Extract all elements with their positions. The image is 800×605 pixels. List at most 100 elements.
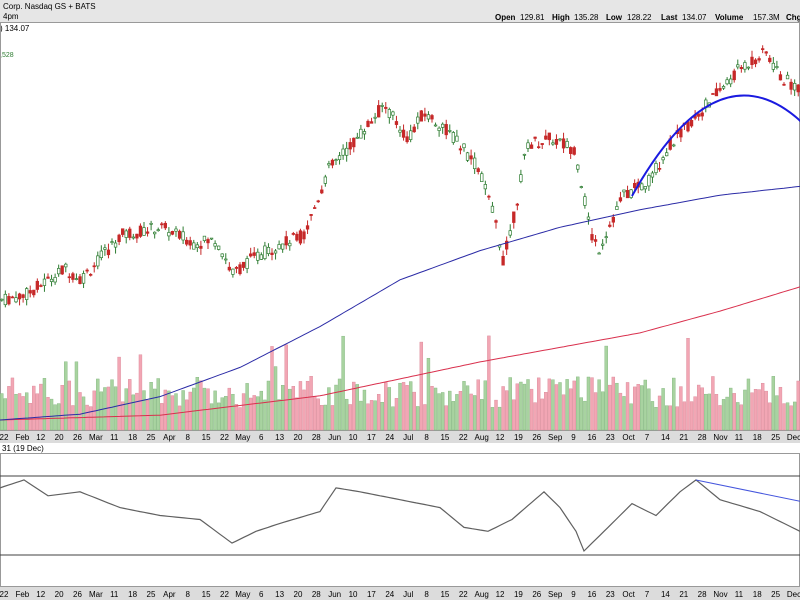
volume-bar: [615, 382, 619, 431]
volume-bar: [515, 383, 520, 431]
candle: [369, 117, 374, 124]
date-tick-label: 22: [0, 433, 9, 442]
date-tick-label: 18: [128, 433, 137, 442]
candle: [771, 57, 775, 73]
candle: [327, 160, 331, 169]
date-tick-label: 18: [753, 590, 762, 599]
candle: [220, 253, 224, 260]
volume-bar: [565, 379, 569, 431]
volume-bar: [423, 404, 427, 431]
indicator-line: [0, 479, 800, 553]
date-tick-label: 12: [496, 590, 505, 599]
volume-bar: [593, 392, 598, 431]
volume-bar: [611, 376, 616, 431]
candle: [273, 248, 278, 260]
volume-bar: [465, 385, 470, 431]
volume-bar: [323, 404, 328, 431]
volume-bar: [632, 386, 637, 431]
last-value: 134.07: [682, 13, 707, 22]
volume-bar: [750, 392, 754, 431]
volume-bar: [337, 378, 342, 431]
date-axis: [0, 431, 800, 443]
candle: [234, 266, 239, 274]
candle: [117, 233, 121, 246]
candle: [103, 244, 107, 256]
volume-bar: [636, 384, 640, 431]
candle: [195, 242, 199, 253]
volume-bar: [462, 381, 466, 431]
volume-bar: [117, 356, 121, 431]
candle: [67, 273, 71, 283]
candle: [412, 124, 416, 133]
volume-bar: [689, 401, 694, 431]
date-tick-label: Mar: [89, 433, 103, 442]
volume-bar: [547, 378, 552, 431]
last-label: Last: [661, 13, 678, 22]
volume-bar: [295, 397, 299, 431]
time-line: 4pm: [3, 12, 19, 21]
volume-bar: [792, 401, 797, 431]
volume-bar: [448, 390, 452, 431]
candle: [697, 113, 701, 121]
volume-bar: [24, 392, 29, 431]
volume-bar: [554, 384, 559, 431]
volume-bar: [576, 376, 580, 431]
bottom-date-axis-ticks: 22 Feb 12 20 26 Mar 11 18 25 Apr 8 15 22 May 6 13 20 28 Ju…: [0, 590, 800, 599]
candle: [764, 51, 768, 57]
candle: [465, 151, 470, 163]
volume-bar: [209, 403, 214, 431]
symbol-line: Corp. Nasdaq GS + BATS: [3, 2, 96, 11]
candle: [281, 243, 285, 253]
volume-bar: [675, 406, 680, 431]
volume-bar: [561, 394, 566, 431]
candle: [359, 124, 363, 139]
volume-bar: [672, 377, 676, 431]
candle: [547, 132, 551, 146]
date-tick-label: 8: [424, 433, 429, 442]
volume-bar: [721, 399, 726, 431]
candle: [380, 102, 384, 113]
volume-bar: [181, 390, 185, 431]
volume-bar: [743, 389, 747, 431]
date-tick-label: Jul: [403, 590, 413, 599]
date-tick-label: 23: [606, 433, 615, 442]
price-tag: ) 134.07: [0, 24, 30, 33]
candle: [217, 245, 221, 251]
candle: [704, 97, 708, 113]
date-tick-label: 26: [73, 590, 82, 599]
volume-bar: [419, 341, 424, 431]
candle: [426, 111, 431, 123]
candle: [689, 117, 694, 128]
candle: [611, 214, 615, 228]
candle: [7, 293, 11, 306]
candle: [270, 248, 274, 261]
volume-bar: [291, 386, 296, 431]
candle: [256, 248, 260, 265]
candle: [156, 227, 160, 232]
candle: [64, 262, 68, 273]
volume-bar: [412, 391, 416, 431]
volume-bar: [280, 385, 285, 431]
volume-bar: [362, 389, 367, 431]
volume-bar: [458, 391, 463, 431]
date-tick-label: 18: [753, 433, 762, 442]
date-tick-label: 22: [0, 590, 9, 599]
candle: [167, 227, 171, 241]
candle: [494, 219, 498, 229]
candle: [334, 158, 338, 165]
volume-bar: [359, 400, 363, 431]
date-tick-label: 18: [128, 590, 137, 599]
candle: [750, 50, 754, 69]
candle: [654, 160, 658, 176]
candle: [42, 273, 47, 292]
date-tick-label: 9: [571, 433, 576, 442]
volume-bar: [49, 398, 54, 431]
candle: [313, 205, 317, 209]
date-tick-label: 20: [55, 590, 64, 599]
date-tick-label: 17: [367, 590, 376, 599]
volume-bar: [366, 403, 370, 431]
volume-bar: [238, 407, 242, 431]
volume-bar: [654, 407, 658, 431]
candle: [362, 128, 367, 140]
volume-bar: [0, 393, 4, 431]
